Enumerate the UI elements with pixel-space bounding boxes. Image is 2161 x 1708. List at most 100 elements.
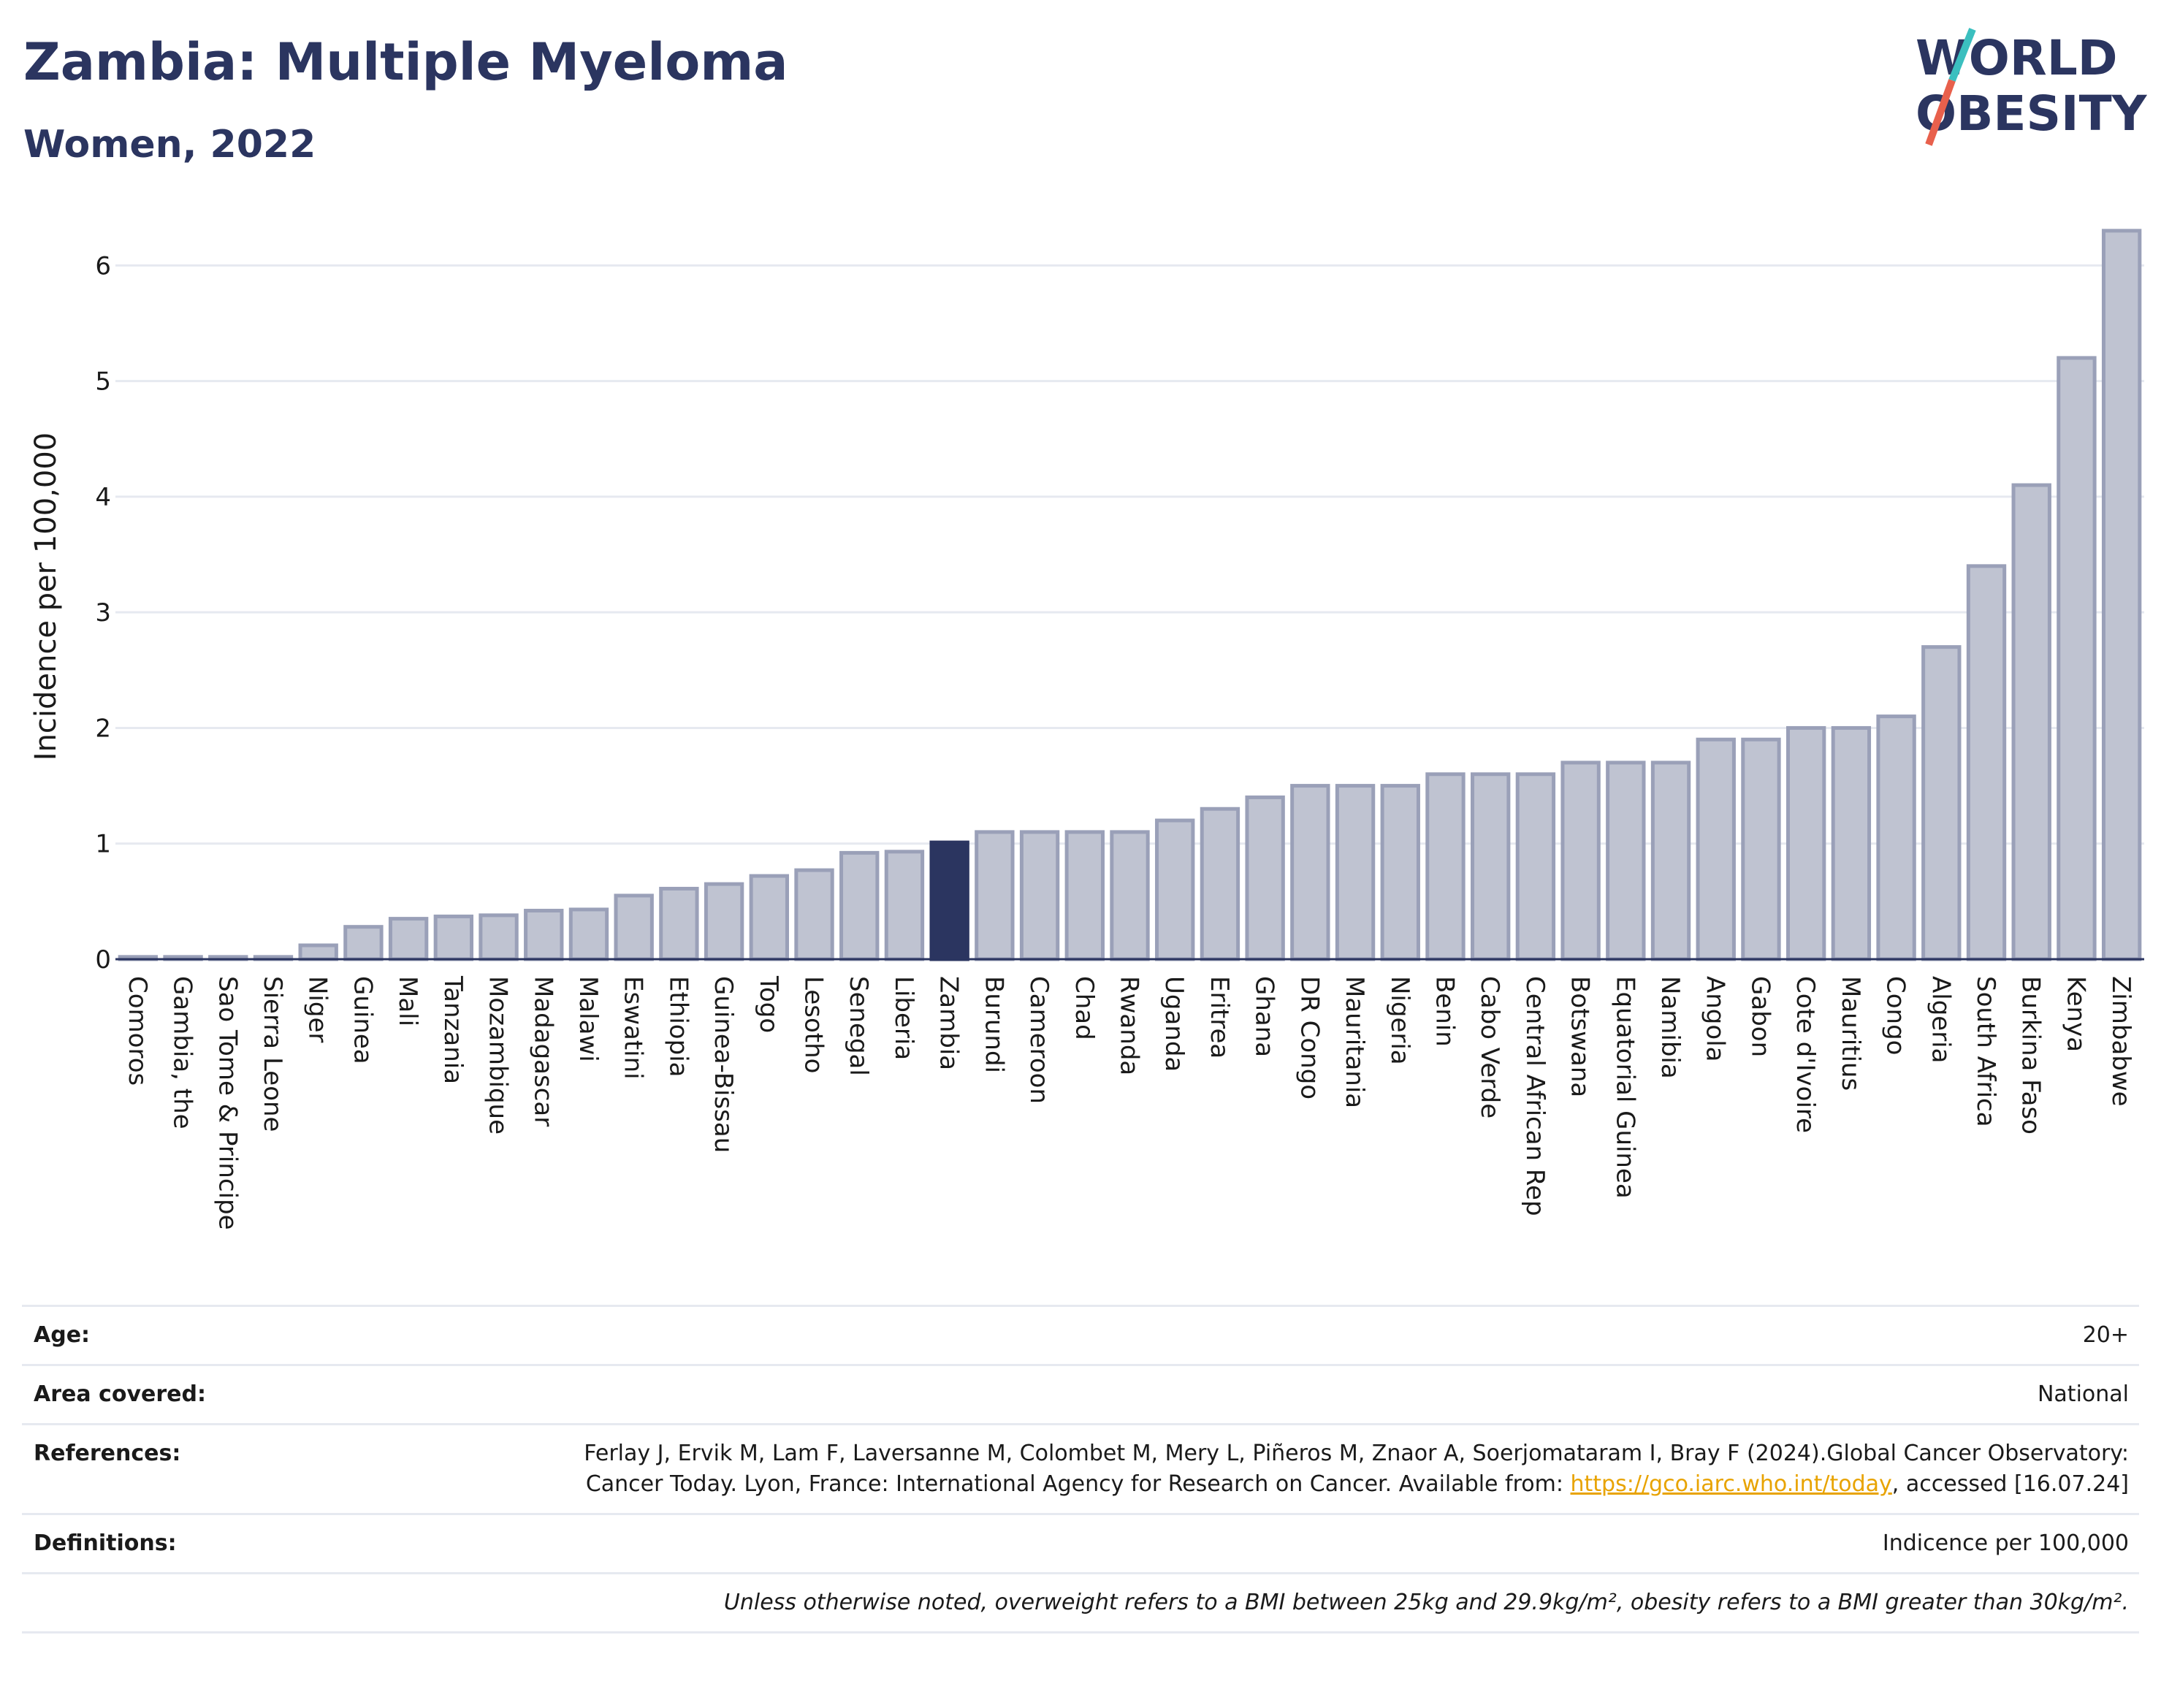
x-tick-label: Benin [1430, 976, 1459, 1047]
x-tick-label: Ghana [1250, 976, 1279, 1057]
x-tick-label: Algeria [1926, 976, 1955, 1063]
x-tick-label: Botswana [1566, 976, 1595, 1097]
meta-row-footnote: Unless otherwise noted, overweight refer… [22, 1572, 2139, 1633]
x-tick-label: Malawi [573, 976, 603, 1062]
bar [1335, 784, 1376, 961]
x-tick-label: Rwanda [1115, 976, 1144, 1075]
age-label: Age: [34, 1322, 91, 1348]
bar [524, 909, 564, 961]
bar [975, 830, 1015, 961]
bar [1019, 830, 1060, 961]
references-link[interactable]: https://gco.iarc.who.int/today [1570, 1471, 1892, 1497]
bars [118, 229, 2142, 961]
x-tick-label: Mauritius [1836, 976, 1865, 1091]
x-tick-label: Burkina Faso [2016, 976, 2046, 1135]
bar [388, 917, 429, 961]
bar [1876, 714, 1916, 961]
bar [1785, 725, 1826, 961]
bar [704, 882, 744, 961]
world-obesity-logo: WORLD OBESITY [1916, 28, 2148, 146]
x-tick-label: Mauritania [1340, 976, 1369, 1108]
bar [1471, 772, 1511, 961]
bar [343, 925, 384, 961]
y-tick-label: 6 [95, 251, 111, 281]
x-tick-label: Eswatini [619, 976, 648, 1080]
x-tick-label: Cote d'Ivoire [1791, 976, 1820, 1133]
bar [1560, 760, 1601, 961]
bar [1696, 737, 1736, 961]
references-accessed: , accessed [16.07.24] [1891, 1471, 2129, 1497]
logo-slash-bottom [1925, 79, 1956, 146]
bar [1110, 830, 1150, 961]
logo-line-1: WORLD [1916, 30, 2118, 86]
definitions-label: Definitions: [34, 1530, 177, 1556]
x-tick-label: Guinea [348, 976, 377, 1064]
bar [884, 850, 925, 961]
references-value: Ferlay J, Ervik M, Lam F, Laversanne M, … [522, 1438, 2129, 1500]
bar [1650, 760, 1691, 961]
bar [568, 907, 609, 961]
x-tick-label: Chad [1070, 976, 1099, 1040]
bar [479, 913, 519, 961]
bar [433, 914, 474, 961]
bar [1200, 807, 1240, 961]
x-tick-label: Nigeria [1385, 976, 1414, 1065]
bar [839, 850, 880, 961]
x-tick-label: DR Congo [1295, 976, 1324, 1099]
logo-line-2: OBESITY [1916, 85, 2148, 142]
y-tick-label: 4 [95, 483, 111, 512]
x-tick-label: Mozambique [484, 976, 513, 1135]
x-tick-label: Lesotho [799, 976, 828, 1073]
meta-row-age: Age: 20+ [22, 1305, 2139, 1364]
x-tick-label: Sierra Leone [258, 976, 287, 1132]
meta-row-definitions: Definitions: Indicence per 100,000 [22, 1513, 2139, 1572]
x-tick-label: Burundi [979, 976, 1008, 1073]
footnote: Unless otherwise noted, overweight refer… [723, 1590, 2129, 1615]
bar [794, 868, 834, 961]
references-label: References: [34, 1441, 181, 1466]
references-text: Ferlay J, Ervik M, Lam F, Laversanne M, … [584, 1441, 2129, 1497]
age-value: 20+ [2082, 1322, 2129, 1348]
y-tick-label: 2 [95, 714, 111, 743]
bar [1831, 725, 1872, 961]
x-tick-label: Ethiopia [663, 976, 693, 1077]
bar [1155, 818, 1195, 961]
x-tick-label: Congo [1881, 976, 1910, 1055]
y-axis-ticks: 0 1 2 3 4 5 6 [95, 251, 111, 975]
x-tick-label: Madagascar [528, 976, 557, 1126]
bar [659, 886, 699, 961]
y-tick-label: 0 [95, 945, 111, 975]
bar [1606, 760, 1646, 961]
bar [1245, 795, 1285, 961]
area-value: National [2037, 1381, 2129, 1407]
x-tick-label: Cabo Verde [1475, 976, 1504, 1118]
x-tick-label: Zambia [934, 976, 964, 1070]
bar [614, 893, 654, 961]
page-title: Zambia: Multiple Myeloma [23, 32, 788, 92]
x-tick-label: Zimbabwe [2106, 976, 2135, 1107]
x-tick-label: Liberia [889, 976, 918, 1060]
bar [2057, 356, 2097, 961]
x-tick-label: Equatorial Guinea [1610, 976, 1639, 1199]
x-tick-label: Sao Tome & Principe [213, 976, 242, 1230]
x-tick-label: Niger [303, 976, 332, 1042]
meta-row-references: References: Ferlay J, Ervik M, Lam F, La… [22, 1423, 2139, 1513]
bar [1425, 772, 1466, 961]
bar [2101, 229, 2142, 961]
x-tick-label: Senegal [844, 976, 873, 1076]
bar-chart: 0 1 2 3 4 5 6 Comoros Gambia, the Sao Tome & Pri… [29, 229, 2144, 1230]
bar [749, 874, 789, 961]
y-tick-label: 3 [95, 598, 111, 628]
bar [929, 840, 969, 961]
x-tick-label: Angola [1701, 976, 1730, 1061]
x-tick-label: Eritrea [1205, 976, 1234, 1059]
y-tick-label: 5 [95, 367, 111, 397]
metadata-table: Age: 20+ Area covered: National Referenc… [22, 1305, 2139, 1633]
bar [1741, 737, 1781, 961]
x-tick-label: Namibia [1655, 976, 1685, 1079]
area-label: Area covered: [34, 1381, 206, 1407]
x-axis-labels: Comoros Gambia, the Sao Tome & Principe Sie… [123, 975, 2135, 1230]
x-tick-label: Guinea-Bissau [709, 976, 738, 1153]
logo-slash-top [1948, 28, 1976, 82]
bar [1290, 784, 1330, 961]
